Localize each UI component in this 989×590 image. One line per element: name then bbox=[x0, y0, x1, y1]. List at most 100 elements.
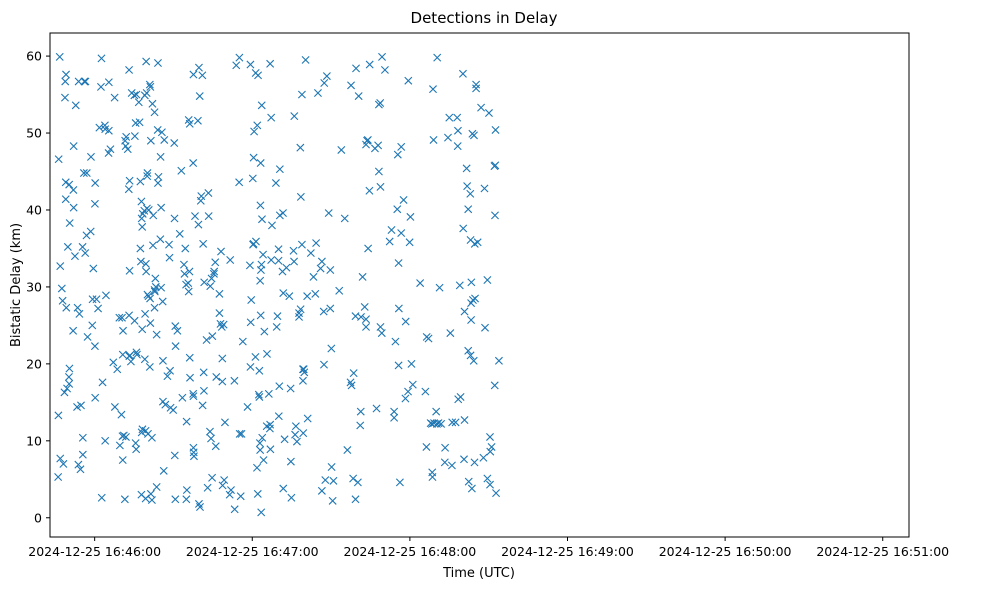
data-point-x-marker bbox=[428, 472, 437, 481]
data-point-x-marker bbox=[286, 384, 295, 393]
data-point-x-marker bbox=[158, 356, 167, 365]
data-point-x-marker bbox=[101, 436, 110, 445]
data-point-x-marker bbox=[374, 141, 383, 150]
data-point-x-marker bbox=[259, 250, 268, 259]
data-point-x-marker bbox=[251, 352, 260, 361]
data-point-x-marker bbox=[137, 197, 146, 206]
data-point-x-marker bbox=[376, 99, 385, 108]
data-point-x-marker bbox=[146, 319, 155, 328]
data-point-x-marker bbox=[86, 227, 95, 236]
data-point-x-marker bbox=[189, 159, 198, 168]
data-point-x-marker bbox=[225, 490, 234, 499]
data-point-x-marker bbox=[267, 113, 276, 122]
data-point-x-marker bbox=[256, 446, 265, 455]
data-point-x-marker bbox=[182, 495, 191, 504]
data-point-x-marker bbox=[328, 496, 337, 505]
data-point-x-marker bbox=[275, 382, 284, 391]
data-point-x-marker bbox=[95, 123, 104, 132]
data-point-x-marker bbox=[255, 439, 264, 448]
data-point-x-marker bbox=[483, 276, 492, 284]
data-point-x-marker bbox=[193, 116, 202, 125]
y-tick-label: 40 bbox=[26, 202, 42, 217]
y-tick-label: 50 bbox=[26, 126, 42, 141]
data-point-x-marker bbox=[354, 92, 363, 101]
data-point-x-marker bbox=[218, 481, 227, 490]
data-point-x-marker bbox=[248, 174, 257, 183]
data-point-x-marker bbox=[433, 53, 442, 62]
data-point-x-marker bbox=[141, 309, 150, 318]
data-point-x-marker bbox=[467, 316, 476, 324]
data-point-x-marker bbox=[212, 372, 221, 381]
data-point-x-marker bbox=[81, 77, 90, 86]
data-point-x-marker bbox=[135, 118, 144, 127]
data-point-x-marker bbox=[274, 245, 283, 254]
data-point-x-marker bbox=[100, 121, 109, 130]
data-point-x-marker bbox=[150, 287, 159, 296]
data-point-x-marker bbox=[453, 142, 462, 151]
data-point-x-marker bbox=[340, 214, 349, 223]
x-tick-label: 2024-12-25 16:50:00 bbox=[659, 544, 792, 559]
data-point-x-marker bbox=[182, 486, 191, 495]
data-point-x-marker bbox=[125, 176, 134, 185]
data-point-x-marker bbox=[204, 212, 213, 221]
data-point-x-marker bbox=[491, 211, 499, 220]
data-point-x-marker bbox=[75, 309, 84, 318]
data-point-x-marker bbox=[235, 53, 244, 62]
data-point-x-marker bbox=[290, 257, 299, 266]
data-point-x-marker bbox=[184, 279, 193, 288]
data-point-x-marker bbox=[209, 269, 218, 278]
data-point-x-marker bbox=[363, 135, 372, 144]
data-point-x-marker bbox=[131, 439, 140, 448]
data-point-x-marker bbox=[61, 195, 70, 204]
data-point-x-marker bbox=[256, 266, 265, 274]
data-point-x-marker bbox=[466, 189, 475, 198]
data-point-x-marker bbox=[286, 457, 295, 466]
data-point-x-marker bbox=[291, 430, 300, 439]
data-point-x-marker bbox=[88, 295, 97, 304]
data-point-x-marker bbox=[405, 238, 414, 247]
data-point-x-marker bbox=[78, 433, 87, 442]
data-point-x-marker bbox=[184, 287, 193, 296]
data-point-x-marker bbox=[380, 65, 389, 74]
data-point-x-marker bbox=[157, 128, 166, 137]
data-point-x-marker bbox=[182, 417, 191, 426]
x-axis-ticks: 2024-12-25 16:46:00 2024-12-25 16:47:00 20… bbox=[28, 537, 949, 559]
data-point-x-marker bbox=[254, 71, 263, 80]
data-point-x-marker bbox=[115, 441, 124, 450]
data-point-x-marker bbox=[440, 458, 449, 467]
data-point-x-marker bbox=[287, 493, 296, 502]
data-point-x-marker bbox=[161, 400, 170, 409]
data-point-x-marker bbox=[453, 113, 462, 122]
data-point-x-marker bbox=[165, 240, 173, 249]
data-point-x-marker bbox=[267, 256, 276, 264]
data-point-x-marker bbox=[257, 101, 266, 110]
data-point-x-marker bbox=[464, 346, 473, 355]
data-point-x-marker bbox=[251, 237, 260, 246]
data-point-x-marker bbox=[218, 377, 227, 386]
data-point-x-marker bbox=[390, 407, 399, 416]
data-point-x-marker bbox=[144, 205, 153, 214]
data-point-x-marker bbox=[92, 295, 101, 304]
data-point-x-marker bbox=[156, 235, 165, 244]
data-point-x-marker bbox=[299, 429, 308, 438]
data-point-x-marker bbox=[256, 276, 265, 285]
data-point-x-marker bbox=[303, 414, 312, 423]
data-point-x-marker bbox=[220, 418, 229, 427]
data-point-x-marker bbox=[64, 372, 73, 381]
data-point-x-marker bbox=[91, 179, 100, 188]
data-point-x-marker bbox=[186, 373, 195, 382]
data-point-x-marker bbox=[130, 91, 139, 100]
data-point-x-marker bbox=[118, 456, 127, 465]
data-point-x-marker bbox=[125, 351, 134, 360]
data-point-x-marker bbox=[292, 437, 301, 446]
data-point-x-marker bbox=[235, 178, 244, 187]
data-point-x-marker bbox=[69, 203, 78, 212]
data-point-x-marker bbox=[106, 145, 115, 154]
data-point-x-marker bbox=[324, 209, 333, 218]
y-tick-label: 60 bbox=[26, 49, 42, 64]
data-point-x-marker bbox=[151, 274, 160, 283]
data-point-x-marker bbox=[256, 159, 265, 168]
data-point-x-marker bbox=[484, 109, 493, 118]
data-point-x-marker bbox=[144, 292, 153, 301]
